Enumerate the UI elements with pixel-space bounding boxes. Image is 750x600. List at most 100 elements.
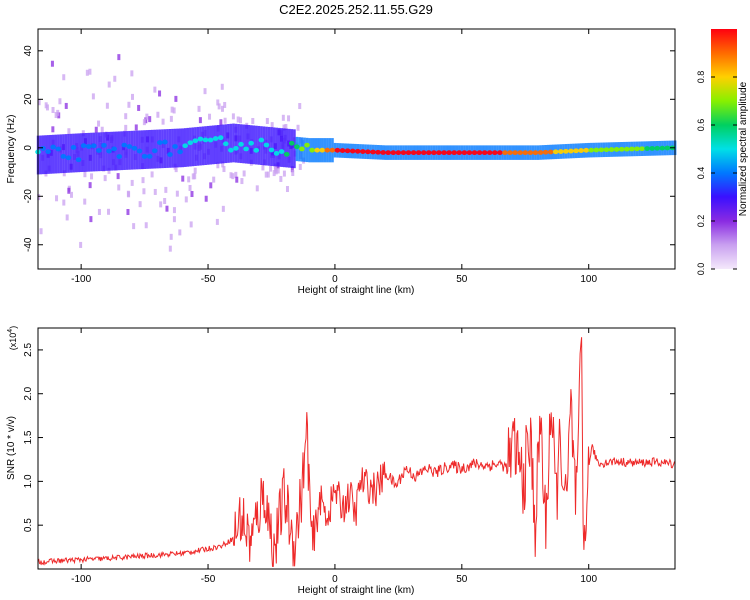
spectral-speck bbox=[113, 75, 117, 82]
spectral-peak-cell bbox=[329, 147, 336, 153]
spectral-speck bbox=[272, 170, 276, 177]
spectral-peak-cell bbox=[70, 145, 77, 150]
spectral-peak-cell bbox=[50, 144, 57, 150]
spectral-peak-cell bbox=[426, 150, 432, 156]
spectral-speck bbox=[54, 112, 58, 119]
colorbar-label: Normalized spectral amplitude bbox=[738, 81, 749, 216]
spectral-peak-cell bbox=[603, 147, 610, 153]
spectral-band-cell bbox=[288, 128, 291, 168]
spectral-peak-cell bbox=[126, 144, 133, 149]
spectral-peak-cell bbox=[319, 147, 326, 153]
spectral-speck bbox=[190, 191, 194, 198]
colorbar-tick-label: 0.2 bbox=[696, 215, 706, 228]
spectral-speck bbox=[83, 171, 87, 178]
spectral-speck bbox=[285, 186, 289, 193]
spectral-speck bbox=[264, 171, 268, 178]
spectral-peak-cell bbox=[116, 154, 123, 159]
spectral-speck bbox=[107, 167, 111, 174]
spectral-peak-cell bbox=[294, 144, 300, 150]
spectral-speck bbox=[291, 169, 295, 176]
spectral-peak-cell bbox=[141, 153, 148, 159]
spectral-peak-cell bbox=[634, 146, 640, 152]
spectral-speck bbox=[150, 171, 154, 178]
spectral-band-cell bbox=[267, 126, 271, 166]
spectral-speck bbox=[208, 113, 212, 120]
spectral-speck bbox=[67, 128, 71, 135]
spectral-band-cell bbox=[232, 123, 235, 163]
spectral-band-cell bbox=[148, 129, 152, 169]
spectral-band-cell bbox=[255, 125, 258, 165]
spectral-peak-cell bbox=[202, 137, 209, 143]
spectral-peak-cell bbox=[121, 142, 128, 148]
spectral-peak-cell bbox=[471, 150, 478, 156]
spectral-peak-cell bbox=[375, 149, 381, 155]
spectral-band-cell bbox=[156, 129, 159, 169]
spectral-band-cell bbox=[44, 135, 48, 175]
spectral-peak-cell bbox=[436, 150, 442, 156]
spectral-band-cell bbox=[82, 133, 86, 172]
spectral-peak-cell bbox=[527, 150, 534, 156]
spectral-band-cell bbox=[123, 131, 126, 170]
snr-ylabel: SNR (10 * v/v) bbox=[6, 416, 17, 480]
spectral-peak-cell bbox=[162, 139, 168, 145]
spectral-speck bbox=[298, 103, 302, 110]
spectral-speck bbox=[191, 173, 195, 180]
spectral-speck bbox=[287, 115, 291, 122]
spectral-speck bbox=[62, 74, 66, 81]
colorbar-axes: 0.0 0.2 0.4 0.6 0.8 bbox=[696, 71, 737, 275]
spectral-peak-cell bbox=[111, 146, 117, 152]
spectrogram-ytick-label: -40 bbox=[23, 237, 34, 252]
spectral-peak-cell bbox=[91, 143, 97, 149]
spectral-band-cell bbox=[87, 132, 91, 172]
spectral-band-cell bbox=[201, 126, 205, 166]
snr-xtick-label: -100 bbox=[71, 574, 91, 585]
spectrogram-xtick-label: -50 bbox=[201, 274, 216, 285]
spectral-peak-cell bbox=[273, 150, 280, 156]
spectral-speck bbox=[62, 199, 66, 206]
spectral-peak-cell bbox=[446, 150, 452, 156]
colorbar-tick-label: 0.8 bbox=[696, 71, 706, 84]
spectral-peak-cell bbox=[629, 146, 635, 152]
spectral-band-cell bbox=[64, 134, 68, 173]
spectral-peak-cell bbox=[187, 140, 194, 146]
colorbar-tick-label: 0.6 bbox=[696, 119, 706, 132]
spectral-speck bbox=[231, 113, 235, 120]
spectral-speck bbox=[276, 167, 280, 174]
spectral-peak-cell bbox=[75, 157, 82, 163]
spectral-peak-cell bbox=[563, 148, 569, 154]
spectral-speck bbox=[222, 166, 226, 173]
spectral-peak-cell bbox=[390, 150, 397, 156]
snr-frame bbox=[37, 327, 676, 570]
spectral-band-cell bbox=[209, 125, 212, 165]
spectral-speck bbox=[198, 117, 202, 124]
spectral-peak-cell bbox=[223, 141, 229, 147]
spectral-speck bbox=[265, 118, 269, 125]
spectral-peak-cell bbox=[659, 145, 666, 151]
spectral-speck bbox=[221, 205, 225, 212]
spectrogram-ytick-label: 40 bbox=[23, 45, 34, 57]
spectral-speck bbox=[134, 124, 138, 131]
spectral-speck bbox=[266, 171, 270, 178]
spectral-peak-cell bbox=[507, 150, 513, 156]
spectral-band-cell bbox=[214, 125, 218, 165]
spectral-speck bbox=[168, 245, 172, 252]
spectral-peak-cell bbox=[557, 149, 564, 154]
spectral-band-cell bbox=[128, 130, 131, 170]
spectral-peak-cell bbox=[177, 149, 183, 155]
spectral-speck bbox=[236, 116, 240, 123]
spectral-speck bbox=[172, 216, 176, 223]
spectral-speck bbox=[178, 229, 182, 236]
spectral-peak-cell bbox=[481, 150, 488, 156]
spectral-peak-cell bbox=[349, 148, 356, 154]
spectral-band-cell bbox=[285, 128, 289, 168]
spectral-peak-cell bbox=[593, 147, 600, 153]
spectral-speck bbox=[223, 101, 227, 108]
spectral-speck bbox=[90, 173, 94, 180]
spectral-band-cell bbox=[206, 125, 210, 165]
spectral-peak-cell bbox=[60, 154, 67, 159]
spectral-peak-cell bbox=[415, 150, 422, 156]
spectral-peak-cell bbox=[233, 145, 239, 151]
spectral-peak-cell bbox=[517, 150, 523, 156]
spectral-peak-cell bbox=[431, 150, 437, 156]
spectral-speck bbox=[142, 188, 146, 195]
